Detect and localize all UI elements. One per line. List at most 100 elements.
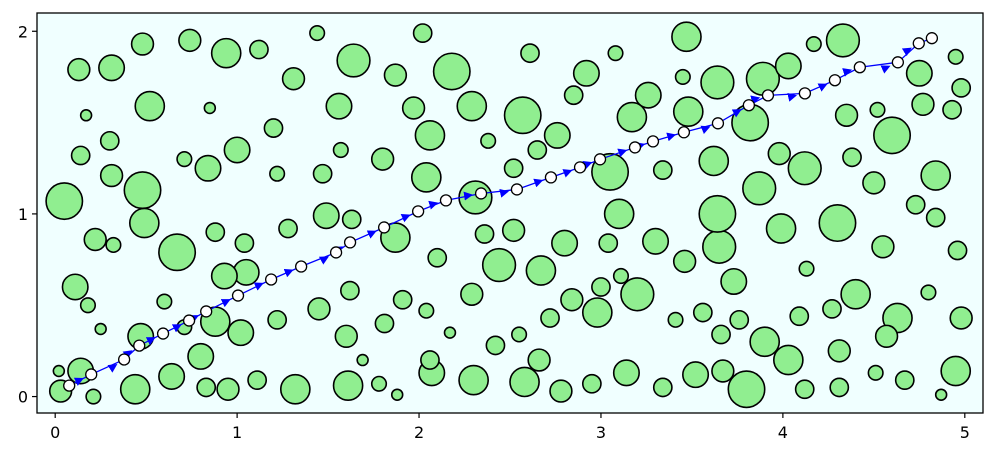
obstacle	[682, 361, 710, 389]
obstacle	[711, 324, 731, 345]
obstacle	[527, 348, 551, 372]
obstacle	[210, 37, 242, 69]
obstacle	[794, 379, 815, 400]
obstacle	[551, 229, 579, 257]
obstacle	[869, 101, 886, 118]
obstacle	[581, 373, 602, 394]
obstacle	[176, 151, 193, 168]
obstacle	[485, 335, 506, 356]
path-node	[742, 99, 756, 112]
obstacle	[227, 319, 255, 347]
obstacle	[672, 249, 697, 274]
obstacle	[99, 163, 124, 188]
obstacle	[312, 163, 333, 184]
obstacle	[223, 136, 251, 164]
obstacle	[520, 43, 540, 64]
obstacle	[634, 81, 662, 109]
obstacle	[336, 43, 371, 78]
path-node	[474, 187, 488, 200]
obstacle	[827, 339, 851, 363]
obstacle	[671, 21, 702, 53]
obstacle	[414, 120, 446, 151]
obstacle	[474, 224, 495, 244]
obstacle	[765, 213, 797, 244]
obstacle	[83, 227, 107, 252]
path-node	[677, 126, 691, 139]
obstacle	[525, 255, 557, 286]
obstacle	[52, 364, 66, 378]
obstacle	[652, 160, 673, 180]
obstacle	[829, 377, 850, 398]
obstacle	[692, 302, 713, 323]
obstacle	[874, 324, 899, 349]
obstacle	[370, 147, 395, 171]
plot-area	[45, 21, 973, 409]
obstacle	[79, 297, 97, 314]
obstacle	[456, 90, 488, 122]
obstacle	[332, 370, 364, 401]
obstacle	[356, 353, 369, 367]
obstacle	[432, 52, 471, 91]
obstacle	[862, 171, 886, 195]
obstacle	[281, 67, 306, 91]
obstacle	[279, 373, 311, 405]
obstacle	[920, 160, 952, 191]
path-node	[828, 74, 842, 87]
obstacle	[867, 364, 884, 381]
obstacle	[711, 359, 735, 383]
obstacle	[540, 308, 560, 328]
obstacle	[130, 32, 155, 56]
obstacle	[309, 25, 326, 42]
obstacle	[873, 116, 912, 155]
obstacle	[85, 388, 102, 405]
path-node	[295, 260, 308, 273]
obstacle	[123, 171, 162, 210]
obstacle	[772, 344, 804, 376]
plot-frame	[36, 12, 984, 414]
path-node	[85, 368, 98, 381]
obstacle	[45, 182, 84, 221]
obstacle	[203, 101, 217, 115]
obstacle	[563, 85, 584, 106]
path-node	[798, 87, 812, 100]
path-node	[853, 61, 866, 74]
obstacle	[789, 306, 810, 327]
obstacle	[332, 141, 349, 159]
obstacle	[178, 28, 202, 53]
obstacle	[840, 278, 872, 310]
obstacle	[511, 326, 528, 343]
path-node	[377, 221, 391, 234]
obstacle	[247, 370, 268, 391]
x-tick-label: 1	[232, 423, 242, 442]
obstacle	[905, 59, 933, 87]
obstacle	[427, 247, 448, 268]
obstacle	[894, 370, 915, 391]
path-node	[761, 89, 775, 102]
path-node	[117, 353, 131, 366]
path-node	[439, 194, 453, 207]
obstacle	[401, 96, 426, 120]
obstacle	[390, 388, 404, 401]
obstacle	[787, 151, 822, 186]
obstacle	[745, 61, 781, 96]
obstacle	[460, 282, 484, 306]
obstacle	[443, 326, 457, 339]
obstacle	[249, 39, 269, 60]
obstacle	[572, 59, 600, 87]
obstacle	[947, 48, 964, 65]
obstacle	[591, 277, 611, 297]
obstacle	[340, 280, 360, 301]
path-node	[544, 171, 558, 184]
obstacle	[607, 45, 624, 62]
obstacle	[312, 202, 340, 230]
obstacle	[620, 277, 655, 312]
obstacle	[672, 96, 704, 127]
obstacle	[942, 99, 962, 120]
obstacle	[742, 171, 777, 206]
obstacle	[560, 288, 584, 312]
obstacle	[98, 54, 126, 82]
y-tick-label: 0	[18, 388, 28, 407]
obstacle	[543, 121, 571, 149]
obstacle	[420, 350, 440, 370]
obstacle	[216, 377, 240, 401]
